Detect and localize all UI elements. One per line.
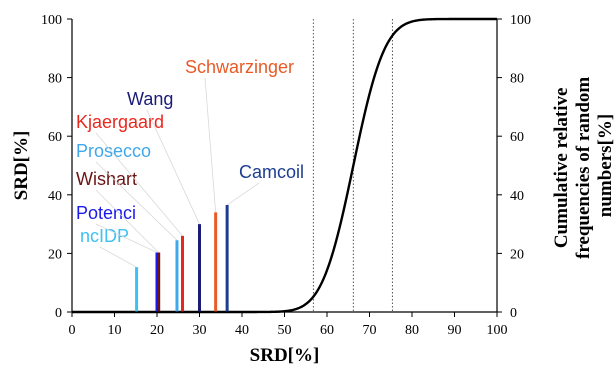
y-tick-label: 100 xyxy=(41,13,62,28)
leader-line xyxy=(95,189,159,253)
bar-label: Camcoil xyxy=(239,162,304,182)
y-tick-label: 80 xyxy=(48,72,62,87)
x-tick-label: 0 xyxy=(69,323,76,338)
y-tick-label: 0 xyxy=(55,306,62,321)
y2-axis-title: Cumulative relative frequencies of rando… xyxy=(551,72,614,259)
y2-axis-title-line: Cumulative relative xyxy=(551,88,572,249)
x-tick-label: 10 xyxy=(108,323,122,338)
y-axis-title: SRD[%] xyxy=(11,131,32,201)
y2-tick-label: 80 xyxy=(510,72,524,87)
bar-label: Wishart xyxy=(76,169,137,189)
leader-line xyxy=(99,246,137,268)
y-tick-label: 60 xyxy=(48,130,62,145)
bar-label: Schwarzinger xyxy=(185,57,294,77)
y-tick-label: 40 xyxy=(48,189,62,204)
x-tick-label: 60 xyxy=(320,323,334,338)
x-tick-label: 30 xyxy=(193,323,207,338)
y2-tick-label: 40 xyxy=(510,189,524,204)
x-tick-label: 90 xyxy=(448,323,462,338)
x-tick-label: 50 xyxy=(278,323,292,338)
x-tick-label: 70 xyxy=(363,323,377,338)
leader-line xyxy=(226,182,260,206)
y2-tick-label: 60 xyxy=(510,130,524,145)
bar-label: Potenci xyxy=(76,203,136,223)
x-tick-label: 80 xyxy=(405,323,419,338)
bar-label: Kjaergaard xyxy=(76,112,164,132)
bar-label: ncIDP xyxy=(80,226,129,246)
y2-tick-label: 0 xyxy=(510,306,517,321)
y2-axis-title-line: frequencies of random xyxy=(573,77,594,259)
y2-tick-label: 100 xyxy=(510,13,531,28)
bar-label: Wang xyxy=(127,89,173,109)
y2-tick-label: 20 xyxy=(510,247,524,262)
x-tick-label: 20 xyxy=(150,323,164,338)
leader-line xyxy=(146,109,200,225)
leader-line xyxy=(95,132,183,237)
x-tick-label: 100 xyxy=(487,323,508,338)
leader-line xyxy=(95,223,158,253)
leader-line xyxy=(95,161,178,241)
bar-label: Prosecco xyxy=(76,141,151,161)
y2-axis-title-line: numbers[%] xyxy=(595,114,614,217)
x-axis-title: SRD[%] xyxy=(250,345,320,366)
leader-line xyxy=(204,77,217,213)
y-tick-label: 20 xyxy=(48,247,62,262)
x-tick-label: 40 xyxy=(235,323,249,338)
